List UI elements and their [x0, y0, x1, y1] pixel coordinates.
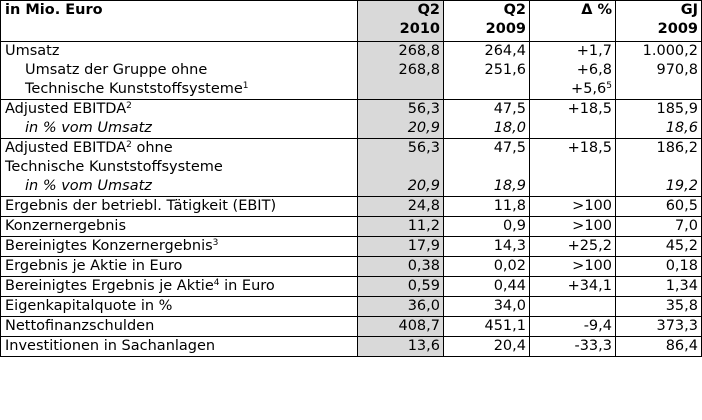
- col-header-q2-2010: Q2 2010: [357, 0, 444, 42]
- row-label: Konzernergebnis: [0, 216, 358, 237]
- row-label: Umsatz Umsatz der Gruppe ohne Technische…: [0, 41, 358, 100]
- cell-q2-2010: 24,8: [357, 196, 444, 217]
- cell-q2-2010: 0,59: [357, 276, 444, 297]
- row-label: Adjusted EBITDA2 ohne Technische Kunstst…: [0, 138, 358, 197]
- table-row-ebit: Ergebnis der betriebl. Tätigkeit (EBIT) …: [0, 196, 702, 217]
- cell-delta: -33,3: [529, 336, 616, 357]
- cell-q2-2009: 47,5 18,0: [443, 99, 530, 139]
- cell-q2-2010: 17,9: [357, 236, 444, 257]
- cell-q2-2010: 56,3 20,9: [357, 99, 444, 139]
- cell-delta: +18,5: [529, 138, 616, 197]
- row-label: Adjusted EBITDA2 in % vom Umsatz: [0, 99, 358, 139]
- table-row-adjusted-ebitda-ohne-tks: Adjusted EBITDA2 ohne Technische Kunstst…: [0, 138, 702, 197]
- cell-gj-2009: 7,0: [615, 216, 702, 237]
- col-header-gj-2009: GJ 2009: [615, 0, 702, 42]
- table-row-eigenkapitalquote: Eigenkapitalquote in % 36,0 34,0 35,8: [0, 296, 702, 317]
- cell-delta: +18,5: [529, 99, 616, 139]
- cell-q2-2009: 0,9: [443, 216, 530, 237]
- key-figures-table: in Mio. Euro Q2 2010 Q2 2009 Δ % GJ 2009 Um…: [0, 0, 702, 357]
- cell-gj-2009: 186,2 19,2: [615, 138, 702, 197]
- cell-gj-2009: 373,3: [615, 316, 702, 337]
- cell-q2-2009: 451,1: [443, 316, 530, 337]
- cell-q2-2009: 20,4: [443, 336, 530, 357]
- unit-label: in Mio. Euro: [0, 0, 358, 42]
- table-row-investitionen: Investitionen in Sachanlagen 13,6 20,4 -…: [0, 336, 702, 357]
- row-label: Eigenkapitalquote in %: [0, 296, 358, 317]
- cell-q2-2010: 56,3 20,9: [357, 138, 444, 197]
- cell-delta: [529, 296, 616, 317]
- cell-q2-2009: 14,3: [443, 236, 530, 257]
- cell-q2-2009: 264,4 251,6: [443, 41, 530, 100]
- table-row-bereinigtes-konzernergebnis: Bereinigtes Konzernergebnis3 17,9 14,3 +…: [0, 236, 702, 257]
- row-label: Bereinigtes Konzernergebnis3: [0, 236, 358, 257]
- cell-q2-2009: 11,8: [443, 196, 530, 217]
- cell-delta: +1,7 +6,8 +5,65: [529, 41, 616, 100]
- cell-gj-2009: 60,5: [615, 196, 702, 217]
- cell-q2-2009: 47,5 18,9: [443, 138, 530, 197]
- cell-q2-2009: 0,44: [443, 276, 530, 297]
- cell-delta: +25,2: [529, 236, 616, 257]
- cell-q2-2010: 11,2: [357, 216, 444, 237]
- cell-delta: >100: [529, 256, 616, 277]
- cell-gj-2009: 1.000,2 970,8: [615, 41, 702, 100]
- cell-q2-2009: 0,02: [443, 256, 530, 277]
- cell-q2-2010: 268,8 268,8: [357, 41, 444, 100]
- cell-q2-2009: 34,0: [443, 296, 530, 317]
- cell-gj-2009: 185,9 18,6: [615, 99, 702, 139]
- table-header-row: in Mio. Euro Q2 2010 Q2 2009 Δ % GJ 2009: [0, 0, 702, 42]
- cell-q2-2010: 13,6: [357, 336, 444, 357]
- cell-q2-2010: 0,38: [357, 256, 444, 277]
- cell-delta: -9,4: [529, 316, 616, 337]
- row-label: Nettofinanzschulden: [0, 316, 358, 337]
- row-label: Bereinigtes Ergebnis je Aktie4 in Euro: [0, 276, 358, 297]
- cell-q2-2010: 36,0: [357, 296, 444, 317]
- cell-gj-2009: 86,4: [615, 336, 702, 357]
- table-row-bereinigtes-ergebnis-je-aktie: Bereinigtes Ergebnis je Aktie4 in Euro 0…: [0, 276, 702, 297]
- cell-q2-2010: 408,7: [357, 316, 444, 337]
- cell-gj-2009: 35,8: [615, 296, 702, 317]
- table-row-nettofinanzschulden: Nettofinanzschulden 408,7 451,1 -9,4 373…: [0, 316, 702, 337]
- row-label: Ergebnis der betriebl. Tätigkeit (EBIT): [0, 196, 358, 217]
- cell-delta: >100: [529, 216, 616, 237]
- row-label: Investitionen in Sachanlagen: [0, 336, 358, 357]
- table-row-ergebnis-je-aktie: Ergebnis je Aktie in Euro 0,38 0,02 >100…: [0, 256, 702, 277]
- cell-gj-2009: 0,18: [615, 256, 702, 277]
- col-header-q2-2009: Q2 2009: [443, 0, 530, 42]
- table-row-umsatz: Umsatz Umsatz der Gruppe ohne Technische…: [0, 41, 702, 100]
- cell-gj-2009: 1,34: [615, 276, 702, 297]
- table-row-konzernergebnis: Konzernergebnis 11,2 0,9 >100 7,0: [0, 216, 702, 237]
- table-row-adjusted-ebitda: Adjusted EBITDA2 in % vom Umsatz 56,3 20,…: [0, 99, 702, 139]
- col-header-delta-pct: Δ %: [529, 0, 616, 42]
- cell-gj-2009: 45,2: [615, 236, 702, 257]
- row-label: Ergebnis je Aktie in Euro: [0, 256, 358, 277]
- cell-delta: +34,1: [529, 276, 616, 297]
- cell-delta: >100: [529, 196, 616, 217]
